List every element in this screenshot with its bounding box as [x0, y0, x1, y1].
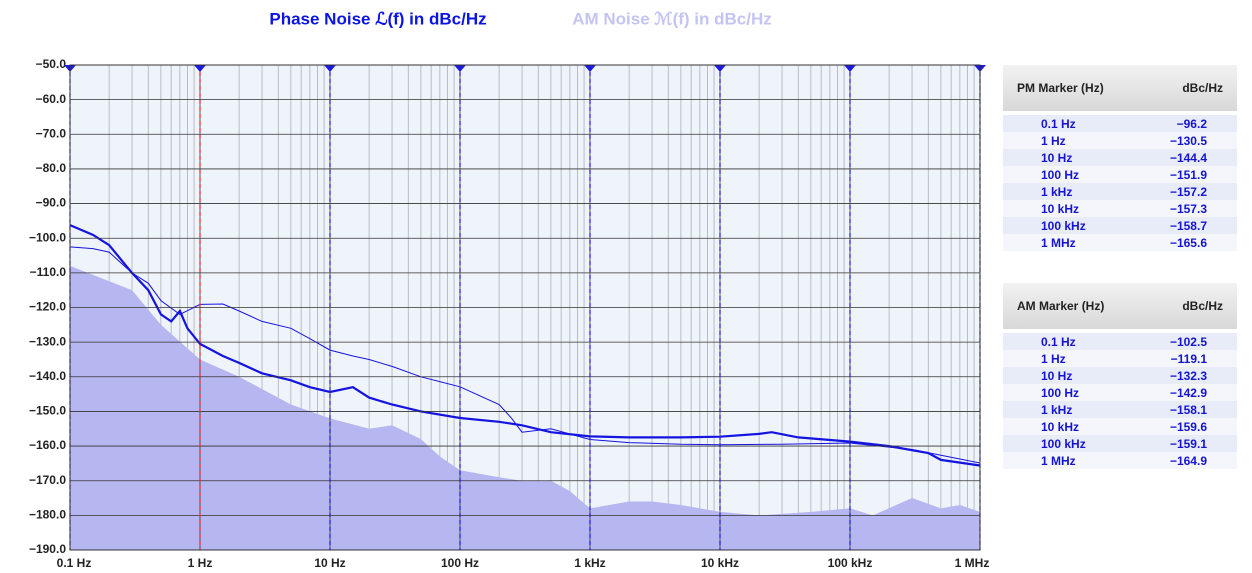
am-table: AM Marker (Hz) dBc/Hz 0.1 Hz −102.5 1 Hz −11…: [1003, 283, 1237, 469]
y-tick-label: −170.0: [29, 473, 66, 487]
legend-pm: Phase Noise ℒ(f) in dBc/Hz: [269, 9, 486, 28]
table-cell: −119.1: [1170, 351, 1207, 366]
table-row: 1 MHz −164.9: [1003, 452, 1237, 469]
table-row: 1 Hz −119.1: [1003, 350, 1237, 367]
table-cell: 1 Hz: [1041, 351, 1066, 366]
y-tick-label: −90.0: [36, 196, 67, 210]
y-tick-label: −60.0: [36, 92, 67, 106]
series-group: [69, 224, 981, 550]
header-cell: AM Marker (Hz): [1017, 299, 1105, 313]
table-cell: 10 Hz: [1041, 150, 1073, 165]
table-cell: 10 kHz: [1041, 419, 1080, 434]
y-tick-label: −180.0: [29, 508, 66, 522]
line: [69, 246, 981, 464]
y-tick-label: −80.0: [36, 161, 67, 175]
table-cell: −96.2: [1176, 116, 1207, 131]
table-row: 10 kHz −159.6: [1003, 418, 1237, 435]
y-tick-label: −130.0: [29, 334, 66, 348]
table-cell: −142.9: [1169, 385, 1207, 400]
x-tick-label: 1 kHz: [574, 556, 605, 570]
table-row: 100 Hz −142.9: [1003, 384, 1237, 401]
table-cell: 100 Hz: [1041, 385, 1080, 400]
y-tick-label: −150.0: [29, 404, 66, 418]
table-cell: 1 kHz: [1041, 402, 1073, 417]
header-cell: dBc/Hz: [1182, 81, 1223, 95]
table-row: 1 MHz −165.6: [1003, 234, 1237, 251]
x-tick-label: 100 kHz: [828, 556, 873, 570]
table-cell: 0.1 Hz: [1041, 116, 1076, 131]
table-cell: −130.5: [1169, 133, 1207, 148]
y-tick-label: −140.0: [29, 369, 66, 383]
marker-triangle: [324, 65, 336, 72]
pm-table: PM Marker (Hz) dBc/Hz 0.1 Hz −96.2 1 Hz −130…: [1003, 65, 1237, 251]
table-cell: −102.5: [1169, 334, 1207, 349]
legend-am: AM Noise ℳ(f) in dBc/Hz: [572, 9, 772, 28]
table-cell: 10 kHz: [1041, 201, 1080, 216]
table-row: 100 Hz −151.9: [1003, 166, 1237, 183]
table-cell: 100 Hz: [1041, 167, 1080, 182]
y-tick-label: −190.0: [29, 542, 66, 556]
line: [69, 224, 981, 467]
x-tick-label: 10 kHz: [701, 556, 739, 570]
table-cell: −132.3: [1169, 368, 1207, 383]
x-tick-label: 1 MHz: [955, 556, 990, 570]
table-cell: −159.6: [1169, 419, 1207, 434]
table-row: 100 kHz −159.1: [1003, 435, 1237, 452]
table-cell: 1 Hz: [1041, 133, 1066, 148]
table-cell: 0.1 Hz: [1041, 334, 1076, 349]
table-cell: 10 Hz: [1041, 368, 1073, 383]
table-cell: −158.1: [1169, 402, 1207, 417]
y-tick-label: −100.0: [29, 230, 66, 244]
table-cell: −144.4: [1169, 150, 1207, 165]
header-cell: PM Marker (Hz): [1017, 81, 1104, 95]
table-cell: 100 kHz: [1041, 218, 1086, 233]
y-tick-label: −70.0: [36, 126, 67, 140]
table-cell: −159.1: [1169, 436, 1207, 451]
table-cell: 1 kHz: [1041, 184, 1073, 199]
am-header: AM Marker (Hz) dBc/Hz: [1003, 283, 1237, 329]
x-tick-label: 1 Hz: [188, 556, 213, 570]
x-tick-label: 100 Hz: [441, 556, 479, 570]
table-cell: −164.9: [1169, 453, 1207, 468]
y-tick-label: −50.0: [36, 57, 67, 71]
marker-triangle: [194, 65, 206, 72]
table-row: 100 kHz −158.7: [1003, 217, 1237, 234]
pm-header: PM Marker (Hz) dBc/Hz: [1003, 65, 1237, 111]
table-row: 1 kHz −157.2: [1003, 183, 1237, 200]
table-cell: −165.6: [1169, 235, 1207, 250]
y-tick-label: −110.0: [30, 265, 67, 279]
table-cell: 100 kHz: [1041, 436, 1086, 451]
marker-triangle: [454, 65, 466, 72]
x-tick-label: 0.1 Hz: [57, 556, 92, 570]
chart: Phase Noise ℒ(f) in dBc/Hz AM Noise ℳ(f)…: [29, 9, 990, 570]
table-row: 0.1 Hz −102.5: [1003, 333, 1237, 350]
table-cell: −151.9: [1169, 167, 1207, 182]
table-row: 0.1 Hz −96.2: [1003, 115, 1237, 132]
marker-triangle: [714, 65, 726, 72]
plot-border: [69, 64, 981, 551]
table-row: 10 kHz −157.3: [1003, 200, 1237, 217]
table-row: 1 kHz −158.1: [1003, 401, 1237, 418]
header-cell: dBc/Hz: [1182, 299, 1223, 313]
area: [70, 265, 980, 550]
table-cell: 1 MHz: [1041, 235, 1076, 250]
table-row: 10 Hz −132.3: [1003, 367, 1237, 384]
table-row: 1 Hz −130.5: [1003, 132, 1237, 149]
marker-triangle: [584, 65, 596, 72]
table-cell: −157.3: [1169, 201, 1207, 216]
table-cell: −157.2: [1169, 184, 1207, 199]
y-tick-label: −120.0: [29, 300, 66, 314]
y-tick-label: −160.0: [29, 438, 66, 452]
table-cell: 1 MHz: [1041, 453, 1076, 468]
x-tick-label: 10 Hz: [314, 556, 345, 570]
marker-triangle: [844, 65, 856, 72]
table-cell: −158.7: [1169, 218, 1207, 233]
table-row: 10 Hz −144.4: [1003, 149, 1237, 166]
